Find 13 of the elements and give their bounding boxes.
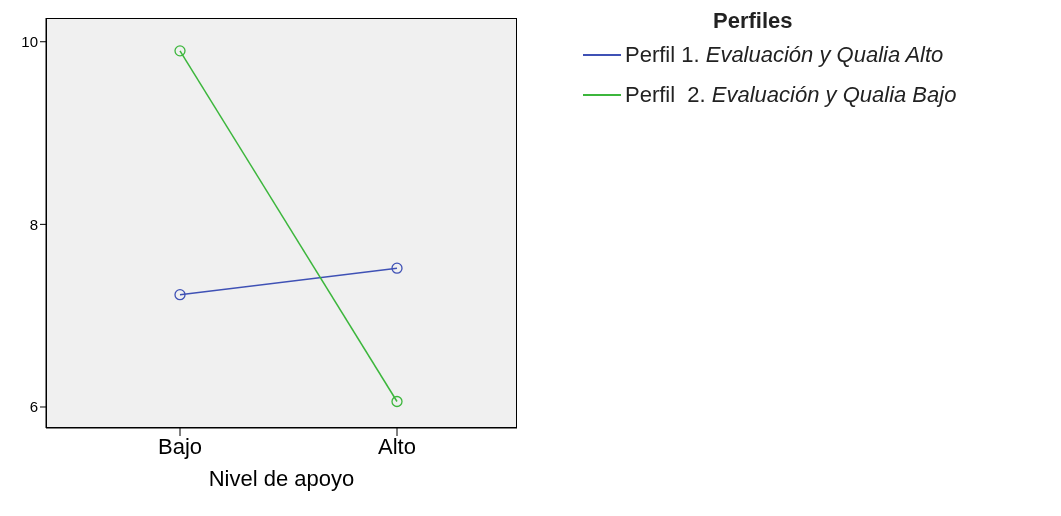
point xyxy=(391,262,403,274)
x-axis-title: Nivel de apoyo xyxy=(208,466,355,491)
y-tick-label: 10 xyxy=(21,33,38,51)
legend-title: Perfiles xyxy=(713,8,794,34)
point xyxy=(174,45,186,57)
legend-label: Perfil 2. Evaluación y Qualia Bajo xyxy=(625,82,957,108)
x-tick-label: Bajo xyxy=(157,433,203,459)
point xyxy=(391,395,403,408)
point xyxy=(174,289,186,301)
y-tick-label: 8 xyxy=(29,215,38,233)
x-tick-label: Alto xyxy=(378,433,416,459)
y-tick-label: 6 xyxy=(29,398,38,416)
legend-label: Perfil 1. Evaluación y Qualia Alto xyxy=(625,42,944,68)
